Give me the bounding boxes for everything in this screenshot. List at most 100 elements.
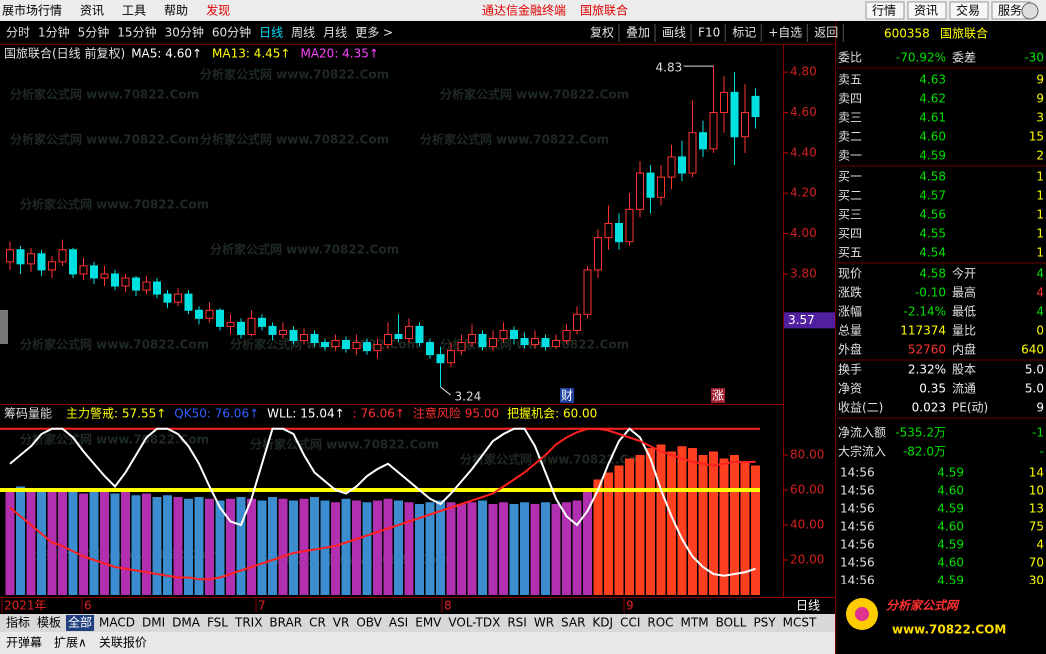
menu-button[interactable]: [907, 1, 947, 20]
menu-button-label[interactable]: 交易: [956, 3, 980, 18]
period-tab[interactable]: 分时: [6, 26, 30, 40]
indicator-bar: [562, 502, 571, 595]
indicator-tab[interactable]: ROC: [647, 616, 673, 630]
quote-label: 净资: [838, 382, 862, 396]
quote-value: 4.63: [919, 73, 946, 87]
tool-button[interactable]: 叠加: [626, 26, 650, 40]
indicator-tab[interactable]: BOLL: [716, 616, 747, 630]
tool-button[interactable]: 标记: [732, 26, 756, 40]
indicator-tab[interactable]: DMA: [172, 616, 201, 630]
indicator-tab[interactable]: KDJ: [592, 616, 613, 630]
indicator-tab[interactable]: 全部: [68, 615, 92, 630]
tick-volume: 70: [1029, 556, 1044, 570]
period-tab[interactable]: 5分钟: [78, 25, 110, 40]
period-tab[interactable]: 30分钟: [165, 25, 204, 40]
indicator-tab[interactable]: WR: [534, 616, 554, 630]
quote-value: 4: [1036, 305, 1044, 319]
menu-item[interactable]: 帮助: [164, 4, 188, 18]
tool-button[interactable]: 画线: [662, 26, 686, 40]
indicator-tab[interactable]: 指标: [6, 615, 30, 630]
watermark: 分析家公式网 www.70822.Com: [200, 67, 389, 82]
indicator-tab[interactable]: PSY: [753, 616, 776, 630]
indicator-bar: [205, 498, 214, 595]
menu-button[interactable]: [865, 1, 905, 20]
candle-body: [720, 91, 728, 114]
bottom-button[interactable]: 开弹幕: [6, 636, 42, 650]
tool-button[interactable]: +自选: [768, 26, 802, 40]
indicator-bar: [572, 500, 582, 595]
quote-value: 2.32%: [908, 363, 946, 377]
period-indicator[interactable]: 日线: [796, 599, 820, 613]
indicator-bar: [362, 502, 372, 595]
period-tab[interactable]: 日线: [259, 26, 283, 40]
indicator-legend: : 76.06↑: [353, 407, 405, 421]
indicator-tab[interactable]: SAR: [561, 616, 585, 630]
indicator-bar: [278, 498, 288, 595]
indicator-tab[interactable]: DMI: [142, 616, 165, 630]
tool-button[interactable]: 复权: [590, 26, 614, 40]
menu-item[interactable]: 工具: [122, 4, 146, 18]
tool-button[interactable]: 返回: [814, 26, 838, 40]
menu-button-label[interactable]: 服务: [998, 3, 1022, 18]
candle-body: [279, 329, 287, 335]
indicator-bar: [226, 498, 235, 595]
indicator-tab[interactable]: MCST: [783, 616, 817, 630]
indicator-tab[interactable]: VR: [333, 616, 350, 630]
quote-label: 卖一: [838, 149, 862, 163]
menu-item[interactable]: 资讯: [80, 4, 104, 18]
candle-body: [163, 293, 172, 303]
indicator-tab[interactable]: FSL: [207, 616, 228, 630]
period-tab[interactable]: 1分钟: [38, 25, 70, 40]
period-tab[interactable]: 周线: [291, 26, 315, 40]
candle-body: [657, 176, 665, 198]
indicator-tab[interactable]: ASI: [389, 616, 408, 630]
indicator-bar: [373, 500, 382, 595]
close-button[interactable]: [1021, 2, 1039, 20]
indicator-tab[interactable]: MTM: [681, 616, 709, 630]
period-tab[interactable]: 15分钟: [117, 25, 156, 40]
indicator-tab[interactable]: 模板: [37, 616, 61, 630]
indicator-tab[interactable]: MACD: [99, 616, 135, 630]
candle-body: [237, 321, 245, 335]
candle-body: [216, 309, 224, 327]
candle-body: [174, 293, 182, 303]
indicator-tab[interactable]: BRAR: [269, 616, 302, 630]
bottom-button[interactable]: 扩展∧: [54, 636, 87, 650]
indicator-tab[interactable]: TRIX: [234, 616, 262, 630]
menu-item[interactable]: 发现: [206, 3, 230, 18]
candle-body: [79, 265, 88, 275]
indicator-bar: [488, 504, 498, 595]
indicator-bar: [709, 451, 718, 595]
logo-name: 分析家公式网: [886, 599, 960, 613]
candle-body: [342, 340, 350, 350]
period-tab[interactable]: 60分钟: [212, 25, 251, 40]
candle-body: [247, 317, 256, 335]
indicator-tab[interactable]: RSI: [507, 616, 527, 630]
quote-label: 内盘: [952, 342, 976, 357]
tool-button[interactable]: F10: [698, 26, 720, 40]
candle-body: [142, 281, 151, 291]
menu-button-label[interactable]: 行情: [872, 4, 896, 18]
quote-value: 1: [1036, 227, 1044, 241]
indicator-tab[interactable]: VOL-TDX: [448, 616, 500, 630]
indicator-tab[interactable]: CCI: [620, 616, 640, 630]
indicator-bar: [79, 493, 88, 595]
candle-body: [258, 317, 266, 327]
indicator-tab[interactable]: EMV: [415, 616, 442, 630]
ma-label: MA20: 4.35↑: [300, 47, 378, 61]
indicator-bar: [152, 497, 162, 595]
indicator-bar: [247, 498, 256, 595]
menu-button[interactable]: [949, 1, 989, 20]
period-tab[interactable]: 月线: [323, 26, 347, 40]
menu-item[interactable]: 展市场行情: [2, 3, 62, 18]
indicator-tab[interactable]: OBV: [356, 616, 382, 630]
period-tab[interactable]: 更多 >: [355, 26, 393, 40]
indicator-tab[interactable]: CR: [309, 616, 326, 630]
quote-label: 卖五: [838, 73, 862, 87]
indicator-bar: [142, 493, 151, 595]
date-label: 8: [444, 599, 452, 613]
side-handle[interactable]: [0, 310, 8, 344]
menu-button-label[interactable]: 资讯: [914, 4, 938, 18]
bottom-button[interactable]: 关联报价: [99, 635, 147, 650]
watermark: 分析家公式网 www.70822.Com: [10, 87, 199, 102]
